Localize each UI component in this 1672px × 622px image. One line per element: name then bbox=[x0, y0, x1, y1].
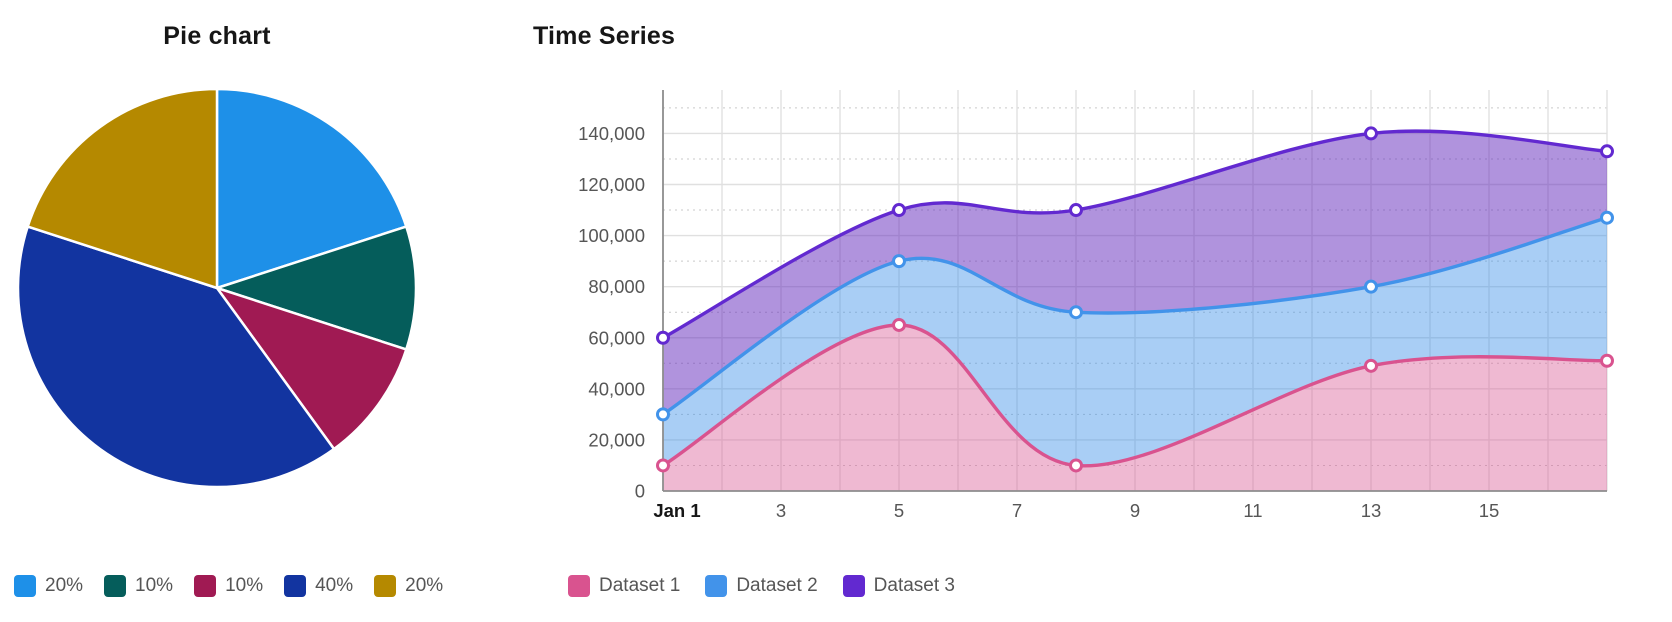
pie-chart-title: Pie chart bbox=[163, 22, 271, 50]
ts-legend-item-1[interactable]: Dataset 1 bbox=[568, 575, 680, 597]
time-series-legend: Dataset 1 Dataset 2 Dataset 3 bbox=[568, 575, 955, 597]
area-dataset-3 bbox=[663, 131, 1607, 415]
ts-legend-item-3[interactable]: Dataset 3 bbox=[842, 575, 955, 597]
time-series-title: Time Series bbox=[533, 22, 676, 50]
pie-slice-0[interactable] bbox=[215, 87, 408, 290]
pie-chart-canvas[interactable] bbox=[15, 86, 419, 490]
pie-slice-2[interactable] bbox=[215, 286, 408, 451]
pie-legend-swatch-3 bbox=[284, 575, 307, 597]
pie-legend-item-3-label: 40% bbox=[315, 575, 354, 596]
ts-legend-swatch-2 bbox=[705, 575, 728, 597]
point-dataset-3-3[interactable] bbox=[1364, 126, 1378, 141]
point-dataset-2-0[interactable] bbox=[656, 407, 670, 422]
pie-legend-item-0-label: 20% bbox=[45, 575, 84, 596]
pie-legend: 20% 10% 10% 40% 20% bbox=[14, 575, 443, 597]
x-tick-6: 13 bbox=[1361, 500, 1382, 521]
pie-legend-item-1-label: 10% bbox=[135, 575, 174, 596]
pie-legend-swatch-4 bbox=[374, 575, 397, 597]
y-tick-7: 140,000 bbox=[578, 123, 645, 144]
pie-legend-item-1[interactable]: 10% bbox=[104, 575, 173, 597]
x-tick-5: 11 bbox=[1243, 500, 1262, 521]
pie-legend-item-0[interactable]: 20% bbox=[14, 575, 83, 597]
ts-legend-item-2[interactable]: Dataset 2 bbox=[705, 575, 818, 597]
y-tick-1: 20,000 bbox=[588, 429, 645, 450]
x-tick-1: 3 bbox=[776, 500, 786, 521]
time-series-canvas[interactable]: 0 20,000 40,000 60,000 80,000 100,000 120,000 1… bbox=[520, 85, 1672, 535]
point-dataset-3-0[interactable] bbox=[656, 330, 670, 345]
area-dataset-2 bbox=[663, 217, 1607, 466]
point-dataset-3-2[interactable] bbox=[1069, 203, 1083, 218]
pie-legend-item-3[interactable]: 40% bbox=[284, 575, 353, 597]
point-dataset-2-1[interactable] bbox=[892, 254, 906, 269]
pie-legend-swatch-1 bbox=[104, 575, 127, 597]
pie-slice-1[interactable] bbox=[215, 225, 418, 351]
x-tick-0: Jan 1 bbox=[653, 500, 700, 521]
ts-legend-item-3-label: Dataset 3 bbox=[873, 575, 955, 596]
y-tick-6: 120,000 bbox=[578, 174, 645, 195]
y-tick-2: 40,000 bbox=[588, 378, 645, 399]
pie-legend-item-4-label: 20% bbox=[405, 575, 444, 596]
x-tick-7: 15 bbox=[1479, 500, 1500, 521]
point-dataset-2-2[interactable] bbox=[1069, 305, 1083, 320]
y-tick-0: 0 bbox=[635, 481, 645, 502]
point-dataset-3-1[interactable] bbox=[892, 203, 906, 218]
ts-legend-item-1-label: Dataset 1 bbox=[599, 575, 681, 596]
ts-legend-swatch-3 bbox=[842, 575, 865, 597]
ts-legend-swatch-1 bbox=[568, 575, 590, 597]
point-dataset-3-4[interactable] bbox=[1600, 144, 1614, 159]
pie-slice-4[interactable] bbox=[26, 87, 219, 290]
pie-legend-swatch-0 bbox=[14, 575, 36, 597]
y-tick-5: 100,000 bbox=[578, 225, 645, 246]
pie-legend-item-2[interactable]: 10% bbox=[194, 575, 263, 597]
y-tick-3: 60,000 bbox=[588, 327, 645, 348]
pie-legend-item-2-label: 10% bbox=[225, 575, 264, 596]
pie-legend-swatch-2 bbox=[194, 575, 217, 597]
point-dataset-1-0[interactable] bbox=[656, 458, 670, 473]
ts-legend-item-2-label: Dataset 2 bbox=[736, 575, 818, 596]
y-tick-4: 80,000 bbox=[588, 276, 645, 297]
point-dataset-1-1[interactable] bbox=[892, 317, 906, 332]
x-tick-2: 5 bbox=[894, 500, 904, 521]
point-dataset-2-3[interactable] bbox=[1364, 279, 1378, 294]
point-dataset-1-3[interactable] bbox=[1364, 358, 1378, 373]
pie-legend-item-4[interactable]: 20% bbox=[374, 575, 443, 597]
point-dataset-2-4[interactable] bbox=[1600, 210, 1614, 225]
x-tick-3: 7 bbox=[1012, 500, 1022, 521]
pie-slice-3[interactable] bbox=[16, 225, 336, 489]
point-dataset-1-4[interactable] bbox=[1600, 353, 1614, 368]
point-dataset-1-2[interactable] bbox=[1069, 458, 1083, 473]
x-tick-4: 9 bbox=[1130, 500, 1140, 521]
